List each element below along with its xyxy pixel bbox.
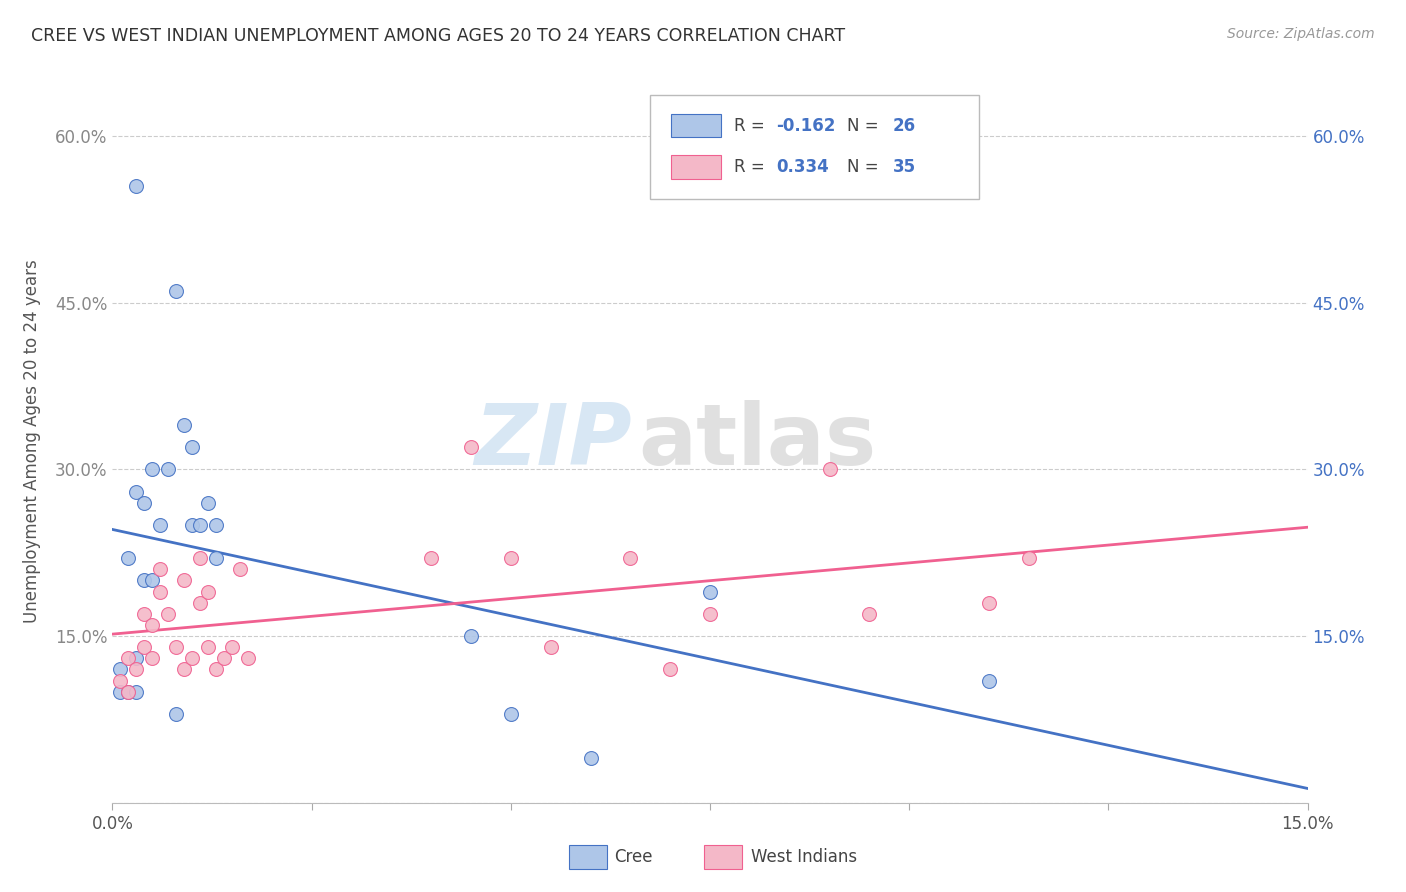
Point: [165, 640, 187, 655]
Point: [499, 706, 522, 721]
Point: [420, 551, 443, 566]
Point: [117, 651, 139, 665]
Point: [221, 640, 243, 655]
Point: [205, 551, 228, 566]
Point: [197, 640, 219, 655]
Point: [117, 684, 139, 698]
Point: [125, 484, 148, 499]
Point: [197, 496, 219, 510]
Bar: [671, 155, 721, 178]
Point: [188, 596, 211, 610]
Point: [236, 651, 259, 665]
Text: CREE VS WEST INDIAN UNEMPLOYMENT AMONG AGES 20 TO 24 YEARS CORRELATION CHART: CREE VS WEST INDIAN UNEMPLOYMENT AMONG A…: [31, 27, 845, 45]
Point: [117, 551, 139, 566]
Text: N =: N =: [848, 117, 884, 135]
Point: [165, 285, 187, 299]
Point: [499, 551, 522, 566]
Point: [110, 684, 132, 698]
Text: Cree: Cree: [614, 848, 652, 866]
Point: [818, 462, 841, 476]
Point: [165, 706, 187, 721]
Point: [858, 607, 880, 621]
Point: [134, 574, 156, 588]
Point: [149, 517, 172, 532]
Point: [699, 584, 721, 599]
Text: R =: R =: [734, 117, 770, 135]
Text: 26: 26: [893, 117, 915, 135]
Point: [229, 562, 252, 576]
Point: [977, 596, 1000, 610]
Bar: [569, 846, 607, 869]
Point: [188, 517, 211, 532]
Point: [188, 551, 211, 566]
Text: Source: ZipAtlas.com: Source: ZipAtlas.com: [1227, 27, 1375, 41]
Point: [141, 462, 163, 476]
Bar: [671, 114, 721, 137]
Point: [181, 651, 204, 665]
Point: [977, 673, 1000, 688]
Point: [141, 618, 163, 632]
Point: [197, 584, 219, 599]
Point: [134, 640, 156, 655]
Point: [205, 662, 228, 676]
Point: [659, 662, 682, 676]
Point: [117, 684, 139, 698]
Text: R =: R =: [734, 158, 770, 176]
Point: [141, 651, 163, 665]
Point: [212, 651, 235, 665]
Text: 35: 35: [893, 158, 915, 176]
Point: [149, 562, 172, 576]
Point: [149, 584, 172, 599]
Point: [134, 607, 156, 621]
Point: [579, 751, 602, 765]
Point: [181, 517, 204, 532]
Point: [173, 574, 195, 588]
Point: [134, 496, 156, 510]
Point: [205, 517, 228, 532]
Point: [173, 417, 195, 432]
Point: [125, 178, 148, 193]
Text: ZIP: ZIP: [475, 400, 633, 483]
Point: [110, 673, 132, 688]
Point: [460, 440, 482, 454]
Point: [699, 607, 721, 621]
Point: [181, 440, 204, 454]
Point: [141, 574, 163, 588]
Text: 0.334: 0.334: [776, 158, 828, 176]
Text: atlas: atlas: [638, 400, 876, 483]
Y-axis label: Unemployment Among Ages 20 to 24 years: Unemployment Among Ages 20 to 24 years: [24, 260, 41, 624]
FancyBboxPatch shape: [651, 95, 979, 200]
Text: -0.162: -0.162: [776, 117, 835, 135]
Point: [157, 607, 180, 621]
Point: [110, 662, 132, 676]
Point: [125, 662, 148, 676]
Point: [173, 662, 195, 676]
Point: [125, 651, 148, 665]
Point: [540, 640, 562, 655]
Bar: [704, 846, 742, 869]
Point: [125, 684, 148, 698]
Point: [1018, 551, 1040, 566]
Text: N =: N =: [848, 158, 884, 176]
Point: [619, 551, 641, 566]
Point: [157, 462, 180, 476]
Point: [460, 629, 482, 643]
Text: West Indians: West Indians: [751, 848, 856, 866]
